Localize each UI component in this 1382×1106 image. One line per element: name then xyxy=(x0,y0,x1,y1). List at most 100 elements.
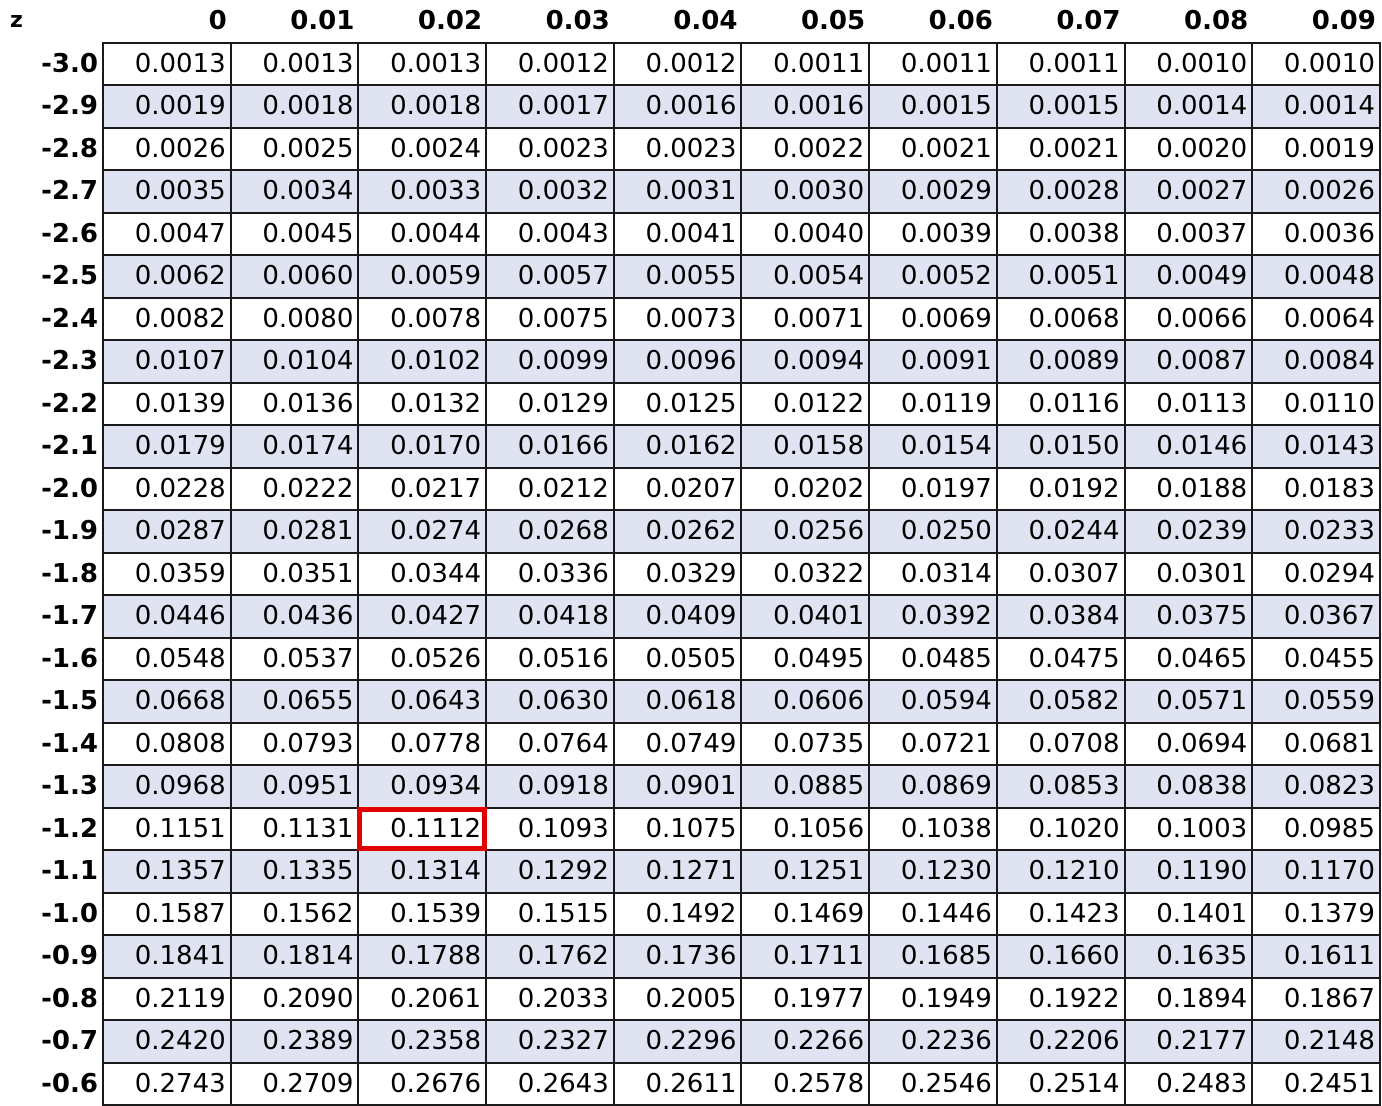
table-cell: 0.1762 xyxy=(485,934,615,979)
table-cell: 0.0735 xyxy=(740,721,871,766)
table-cell: 0.1271 xyxy=(612,849,743,894)
table-row: -2.2 0.0139 0.0136 0.0132 0.0129 0.0125 0.0122… xyxy=(0,381,1381,426)
table-cell: 0.0384 xyxy=(995,594,1126,639)
column-header: 0 xyxy=(103,0,231,43)
table-cell: 0.0708 xyxy=(995,721,1126,766)
table-cell: 0.0017 xyxy=(485,84,615,129)
table-cell: 0.0446 xyxy=(102,594,232,639)
table-cell: 0.1469 xyxy=(740,891,871,936)
table-row: -1.2 0.1151 0.1131 0.1112 0.1093 0.1075 0.1056… xyxy=(0,806,1381,851)
table-cell: 0.0495 xyxy=(740,636,871,681)
table-cell: 0.0548 xyxy=(102,636,232,681)
table-cell: 0.0606 xyxy=(740,679,871,724)
table-cell: 0.2033 xyxy=(485,976,615,1021)
table-cell: 0.1210 xyxy=(995,849,1126,894)
row-header-z: -2.2 xyxy=(0,382,103,425)
table-cell: 0.0034 xyxy=(229,169,360,214)
table-cell: 0.0116 xyxy=(995,381,1126,426)
table-cell: 0.0054 xyxy=(740,254,871,299)
table-cell: 0.0853 xyxy=(995,764,1126,809)
table-cell: 0.0066 xyxy=(1123,296,1254,341)
table-cell: 0.1151 xyxy=(102,806,232,851)
table-cell: 0.1038 xyxy=(868,806,998,851)
table-cell: 0.0019 xyxy=(102,84,232,129)
table-cell: 0.0465 xyxy=(1123,636,1254,681)
table-cell: 0.0202 xyxy=(740,466,871,511)
table-cell: 0.0294 xyxy=(1251,551,1381,596)
table-cell: 0.0475 xyxy=(995,636,1126,681)
table-cell: 0.0793 xyxy=(229,721,360,766)
table-cell: 0.0136 xyxy=(229,381,360,426)
table-row: -3.0 0.0013 0.0013 0.0013 0.0012 0.0012 0.0011… xyxy=(0,41,1381,86)
table-cell: 0.0749 xyxy=(612,721,743,766)
table-cell: 0.0010 xyxy=(1251,41,1381,86)
table-cell: 0.0051 xyxy=(995,254,1126,299)
table-cell: 0.1170 xyxy=(1251,849,1381,894)
table-cell: 0.0721 xyxy=(868,721,998,766)
table-row: -2.0 0.0228 0.0222 0.0217 0.0212 0.0207 0.0202… xyxy=(0,466,1381,511)
table-cell: 0.1131 xyxy=(229,806,360,851)
table-cell: 0.2119 xyxy=(102,976,232,1021)
z-column-header: z xyxy=(0,0,103,43)
table-cell: 0.0096 xyxy=(612,339,743,384)
table-cell: 0.0104 xyxy=(229,339,360,384)
table-cell: 0.0808 xyxy=(102,721,232,766)
table-cell: 0.0016 xyxy=(612,84,743,129)
table-cell: 0.0026 xyxy=(102,126,232,171)
table-cell: 0.0023 xyxy=(485,126,615,171)
table-cell: 0.0055 xyxy=(612,254,743,299)
row-header-z: -1.9 xyxy=(0,510,103,553)
table-cell: 0.0239 xyxy=(1123,509,1254,554)
table-cell: 0.0166 xyxy=(485,424,615,469)
row-header-z: -2.6 xyxy=(0,212,103,255)
row-header-z: -2.3 xyxy=(0,340,103,383)
table-cell: 0.0336 xyxy=(485,551,615,596)
table-cell: 0.0188 xyxy=(1123,466,1254,511)
table-cell: 0.0071 xyxy=(740,296,871,341)
table-cell: 0.0869 xyxy=(868,764,998,809)
table-cell: 0.0013 xyxy=(357,41,488,86)
row-header-z: -1.2 xyxy=(0,807,103,850)
table-cell: 0.0125 xyxy=(612,381,743,426)
header-row: z 0 0.01 0.02 0.03 0.04 0.05 0.06 0.07 0.08 0.09 xyxy=(0,0,1380,43)
table-cell: 0.0985 xyxy=(1251,806,1381,851)
table-cell: 0.0037 xyxy=(1123,211,1254,256)
table-cell: 0.0401 xyxy=(740,594,871,639)
table-cell: 0.0823 xyxy=(1251,764,1381,809)
table-cell: 0.0016 xyxy=(740,84,871,129)
table-cell: 0.0089 xyxy=(995,339,1126,384)
table-cell: 0.0655 xyxy=(229,679,360,724)
table-cell: 0.2266 xyxy=(740,1019,871,1064)
table-row: -2.3 0.0107 0.0104 0.0102 0.0099 0.0096 0.0094… xyxy=(0,339,1381,384)
table-cell: 0.0143 xyxy=(1251,424,1381,469)
table-row: -1.6 0.0548 0.0537 0.0526 0.0516 0.0505 0.0495… xyxy=(0,636,1381,681)
table-cell: 0.0968 xyxy=(102,764,232,809)
table-cell: 0.0951 xyxy=(229,764,360,809)
table-cell: 0.0222 xyxy=(229,466,360,511)
table-cell: 0.0014 xyxy=(1251,84,1381,129)
table-cell: 0.1075 xyxy=(612,806,743,851)
table-cell: 0.0080 xyxy=(229,296,360,341)
table-cell: 0.0351 xyxy=(229,551,360,596)
column-header: 0.06 xyxy=(869,0,997,43)
table-cell: 0.0132 xyxy=(357,381,488,426)
table-cell: 0.0036 xyxy=(1251,211,1381,256)
table-cell: 0.0073 xyxy=(612,296,743,341)
table-cell: 0.1003 xyxy=(1123,806,1254,851)
table-row: -1.3 0.0968 0.0951 0.0934 0.0918 0.0901 0.0885… xyxy=(0,764,1381,809)
table-cell: 0.1190 xyxy=(1123,849,1254,894)
table-row: -1.5 0.0668 0.0655 0.0643 0.0630 0.0618 0.0606… xyxy=(0,679,1381,724)
table-cell: 0.0516 xyxy=(485,636,615,681)
table-cell: 0.2451 xyxy=(1251,1061,1381,1106)
table-cell: 0.0901 xyxy=(612,764,743,809)
table-cell: 0.0192 xyxy=(995,466,1126,511)
table-cell: 0.0113 xyxy=(1123,381,1254,426)
table-cell: 0.0129 xyxy=(485,381,615,426)
table-cell: 0.0078 xyxy=(357,296,488,341)
table-cell: 0.0329 xyxy=(612,551,743,596)
table-cell: 0.0024 xyxy=(357,126,488,171)
table-cell: 0.1977 xyxy=(740,976,871,1021)
table-cell: 0.0075 xyxy=(485,296,615,341)
table-row: -0.7 0.2420 0.2389 0.2358 0.2327 0.2296 0.2266… xyxy=(0,1019,1381,1064)
table-cell: 0.0018 xyxy=(229,84,360,129)
